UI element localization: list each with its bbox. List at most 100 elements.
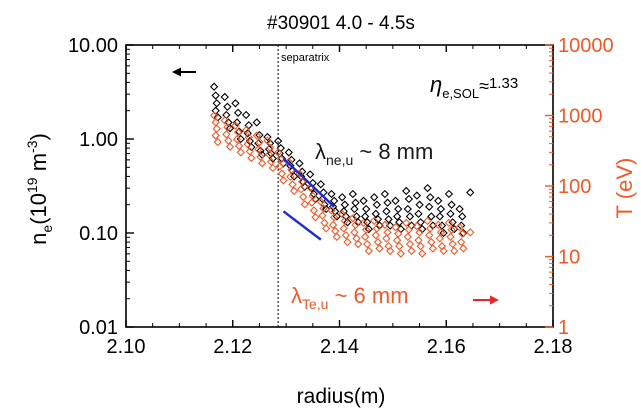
density-point: [447, 200, 456, 209]
y-label-unit-pre: (10: [26, 193, 51, 225]
temperature-point: [211, 131, 220, 140]
temperature-point: [256, 152, 265, 161]
temperature-point: [375, 244, 384, 253]
density-point: [337, 193, 347, 202]
temperature-point: [416, 242, 425, 251]
temperature-point: [395, 242, 404, 251]
right-axis-arrow-icon: [473, 295, 499, 305]
temperature-point: [319, 204, 328, 213]
density-point: [412, 191, 422, 200]
density-point: [395, 218, 404, 227]
density-point: [300, 182, 309, 191]
axes: 2.10 2.12 2.14 2.16 2.18 10.00 1.00 0.10 0.01 100…: [68, 35, 614, 358]
temperature-point: [412, 221, 422, 231]
y-tick-label-right: 100: [558, 176, 591, 198]
temperature-point: [340, 216, 350, 226]
y-label-sub: e: [39, 225, 55, 233]
temperature-point: [275, 162, 284, 171]
temperature-point: [348, 213, 358, 223]
temperature-point: [392, 236, 402, 245]
y-tick-label-left: 0.10: [79, 223, 118, 245]
temperature-point: [424, 231, 434, 240]
density-point: [241, 110, 251, 120]
temperature-point: [434, 220, 443, 230]
lambda-te-subscript: Te,u: [302, 296, 328, 312]
temperature-point: [254, 145, 263, 154]
left-axis-arrow-icon: [172, 67, 196, 77]
density-point: [321, 204, 331, 214]
eta-symbol: η: [430, 72, 442, 97]
temperature-point: [222, 130, 231, 139]
density-point: [427, 212, 436, 221]
temperature-point: [264, 150, 274, 159]
density-point: [231, 99, 240, 108]
temperature-point: [311, 213, 320, 222]
density-point: [405, 212, 415, 221]
temperature-point: [380, 220, 390, 230]
density-fit-line: [282, 157, 335, 208]
density-point: [351, 198, 360, 207]
temperature-point: [279, 176, 288, 185]
temperature-point: [213, 137, 222, 147]
temperature-point: [244, 133, 253, 142]
density-point: [414, 209, 423, 218]
temperature-point: [373, 237, 383, 247]
y-label-unit-sup2: -3: [24, 140, 40, 153]
temperature-point: [466, 228, 475, 237]
chart-title: #30901 4.0 - 4.5s: [267, 13, 415, 34]
eta-annotation: ηe,SOL≈1.33: [430, 72, 518, 101]
density-point: [392, 212, 402, 221]
density-point: [263, 132, 272, 142]
y-tick-label-right: 1000: [558, 106, 603, 128]
density-point: [273, 136, 283, 146]
temperature-point: [337, 209, 347, 219]
density-point: [394, 204, 403, 214]
y-axis-label-left: ne(1019 m-3): [24, 133, 55, 245]
temperature-point: [343, 237, 352, 247]
density-point: [233, 108, 243, 117]
density-point: [232, 118, 242, 127]
temperature-point: [407, 246, 416, 256]
temperature-point: [289, 186, 299, 196]
y-tick-label-right: 1: [558, 317, 569, 339]
temperature-point: [459, 244, 468, 253]
lambda-te-text: ~ 6 mm: [328, 283, 408, 308]
temperature-point: [341, 231, 351, 240]
temperature-point: [321, 224, 331, 233]
temperature-point: [363, 239, 372, 249]
temperature-point: [383, 228, 392, 237]
temperature-point: [318, 211, 327, 220]
density-point: [211, 91, 220, 100]
density-point: [426, 193, 435, 202]
y-tick-label-right: 10: [558, 247, 580, 269]
temperature-point: [241, 125, 251, 135]
temperature-point: [426, 224, 435, 233]
x-axis-label: radius(m): [297, 385, 386, 408]
temperature-point: [418, 249, 427, 258]
density-point: [360, 212, 370, 221]
temperature-point: [423, 216, 432, 226]
temperature-point: [267, 157, 276, 167]
temperature-point: [396, 249, 406, 258]
temperature-point: [403, 232, 412, 242]
lambda-te-symbol: λ: [291, 283, 302, 308]
density-point: [327, 189, 336, 199]
temperature-point: [316, 197, 325, 206]
y-label-unit-sup: 19: [24, 177, 40, 193]
temperature-point: [252, 131, 261, 140]
temperature-point: [414, 236, 423, 245]
density-point: [359, 196, 368, 205]
eta-value: 1.33: [489, 75, 518, 92]
density-point: [466, 188, 475, 197]
density-point: [209, 82, 219, 91]
density-point: [391, 196, 400, 205]
temperature-point: [435, 234, 445, 243]
temperature-point: [447, 225, 456, 234]
temperature-point: [277, 169, 287, 178]
x-tick-label: 2.14: [320, 336, 359, 358]
temperature-point: [224, 136, 233, 145]
density-point: [402, 186, 411, 196]
y-tick-label-left: 10.00: [68, 35, 118, 57]
temperature-point: [286, 172, 295, 181]
